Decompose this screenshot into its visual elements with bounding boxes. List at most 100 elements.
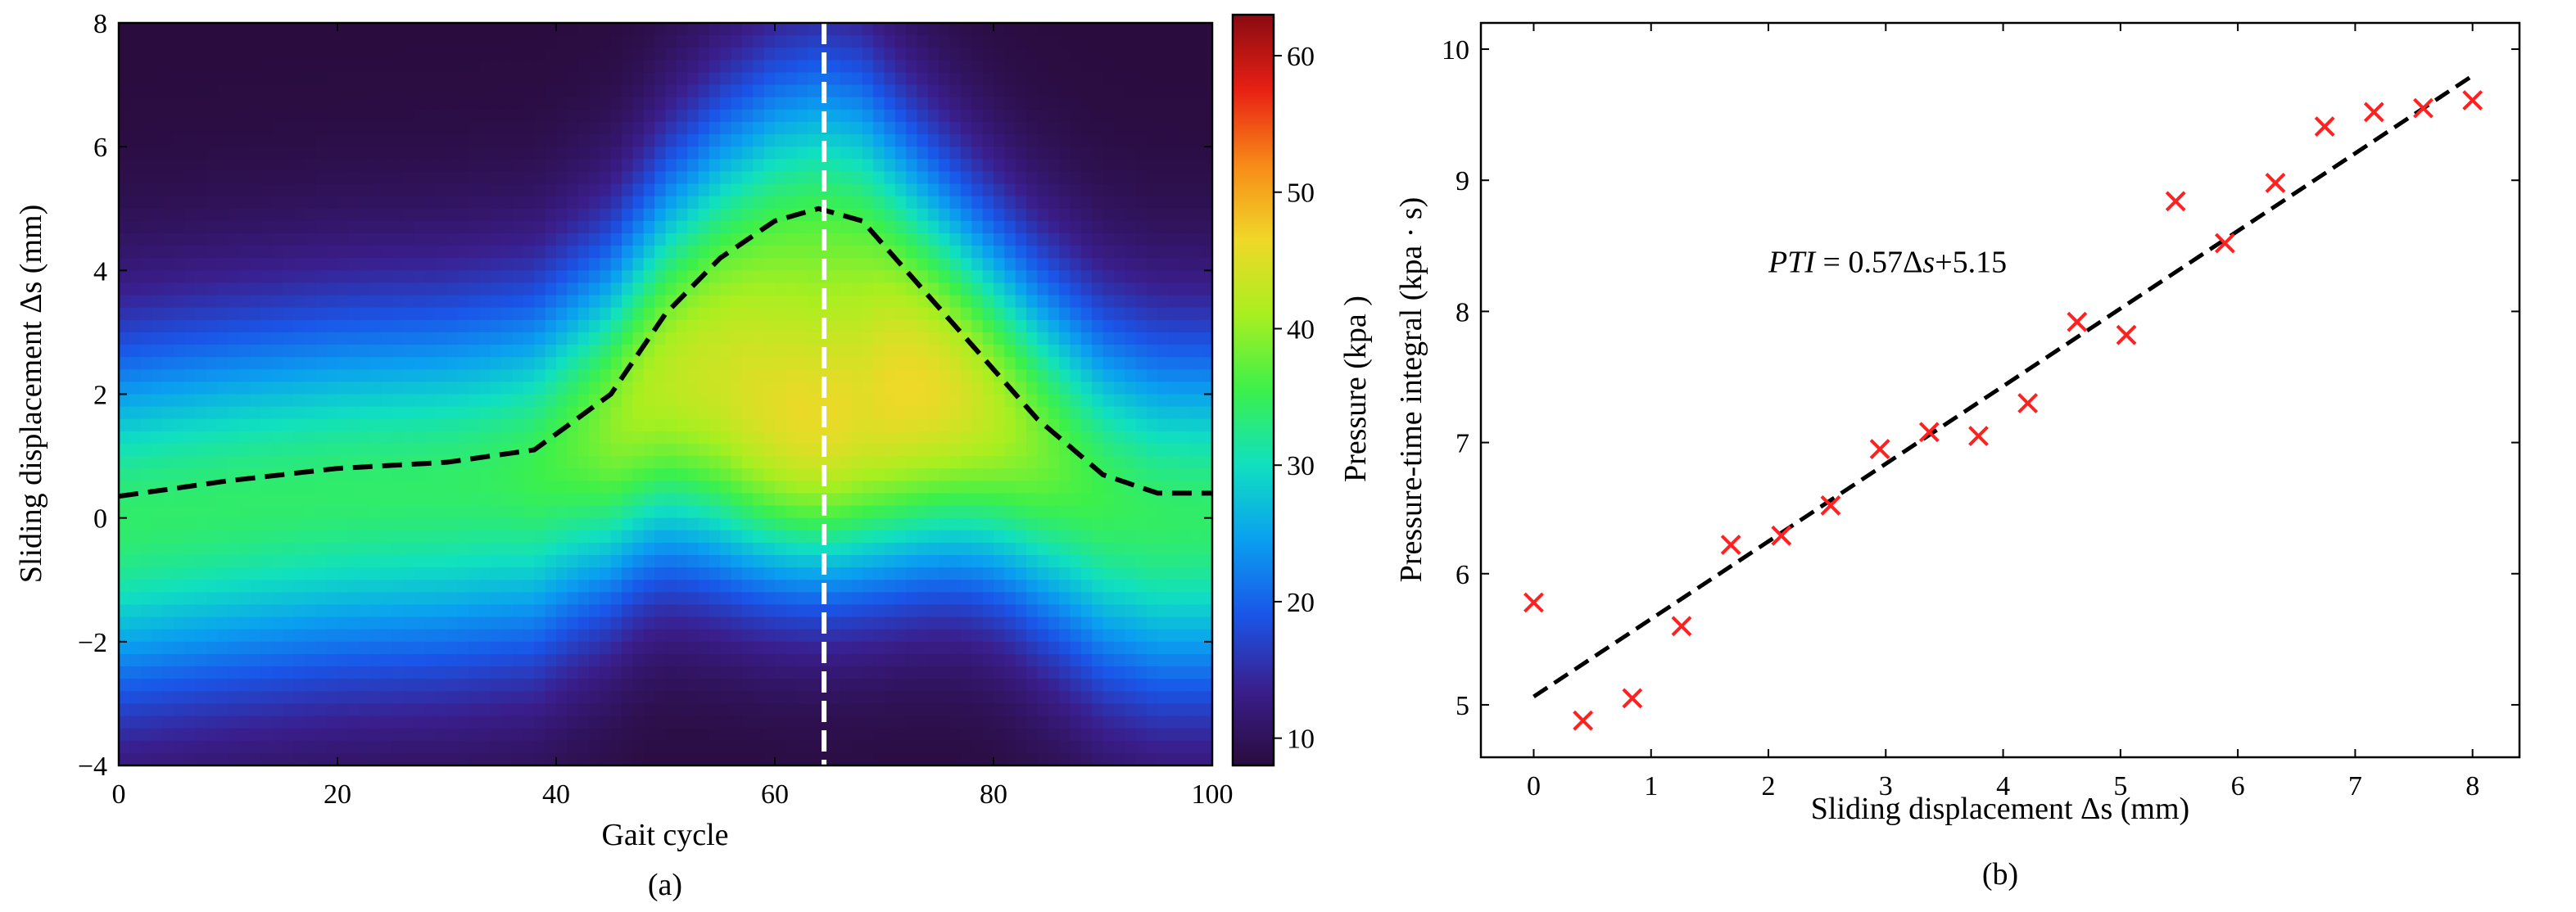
heatmap-cell xyxy=(1092,47,1104,61)
heatmap-cell xyxy=(567,616,579,630)
heatmap-cell xyxy=(424,406,437,420)
heatmap-cell xyxy=(884,159,896,173)
heatmap-cell xyxy=(1190,60,1202,74)
heatmap-cell xyxy=(370,580,383,594)
heatmap-cell xyxy=(501,270,514,284)
heatmap-cell xyxy=(949,555,962,568)
heatmap-cell xyxy=(337,369,350,383)
heatmap-cell xyxy=(851,357,863,371)
heatmap-cell xyxy=(939,517,951,531)
heatmap-cell xyxy=(359,23,371,36)
heatmap-cell xyxy=(994,121,1006,135)
heatmap-cell xyxy=(829,629,841,643)
heatmap-cell xyxy=(741,555,754,568)
heatmap-cell xyxy=(140,345,152,358)
heatmap-cell xyxy=(337,183,350,197)
heatmap-cell xyxy=(217,493,229,507)
heatmap-cell xyxy=(1113,35,1125,49)
heatmap-cell xyxy=(348,134,360,147)
heatmap-cell xyxy=(1190,418,1202,432)
heatmap-cell xyxy=(994,406,1006,420)
heatmap-cell xyxy=(676,542,688,556)
heatmap-cell xyxy=(600,60,612,74)
heatmap-cell xyxy=(785,60,798,74)
heatmap-cell xyxy=(283,505,295,519)
heatmap-cell xyxy=(851,629,863,643)
heatmap-cell xyxy=(567,72,579,86)
heatmap-cell xyxy=(173,60,185,74)
heatmap-cell xyxy=(370,542,383,556)
heatmap-cell xyxy=(304,394,317,408)
heatmap-cell xyxy=(260,208,273,222)
heatmap-cell xyxy=(348,567,360,581)
heatmap-cell xyxy=(414,616,426,630)
heatmap-cell xyxy=(238,418,251,432)
heatmap-cell xyxy=(1190,443,1202,457)
heatmap-cell xyxy=(1048,97,1060,111)
heatmap-cell xyxy=(927,542,940,556)
heatmap-cell xyxy=(457,47,469,61)
heatmap-cell xyxy=(906,208,918,222)
heatmap-cell xyxy=(184,47,197,61)
heatmap-cell xyxy=(348,345,360,358)
heatmap-cell xyxy=(414,530,426,544)
heatmap-cell xyxy=(315,592,328,606)
heatmap-cell xyxy=(873,319,885,333)
heatmap-cell xyxy=(982,431,994,445)
heatmap-cell xyxy=(829,332,841,345)
heatmap-cell xyxy=(152,147,164,160)
heatmap-cell xyxy=(927,183,940,197)
heatmap-cell xyxy=(1015,369,1027,383)
heatmap-cell xyxy=(698,23,710,36)
heatmap-cell xyxy=(840,418,853,432)
heatmap-cell xyxy=(512,233,524,246)
heatmap-cell xyxy=(1179,84,1192,98)
heatmap-cell xyxy=(250,431,262,445)
heatmap-cell xyxy=(490,604,503,618)
heatmap-cell xyxy=(1070,369,1082,383)
heatmap-cell xyxy=(753,159,765,173)
heatmap-cell xyxy=(1015,456,1027,469)
heatmap-cell xyxy=(457,580,469,594)
heatmap-cell xyxy=(1201,493,1212,507)
heatmap-cell xyxy=(1026,580,1039,594)
heatmap-cell xyxy=(370,196,383,210)
heatmap-cell xyxy=(152,493,164,507)
heatmap-cell xyxy=(884,97,896,111)
heatmap-cell xyxy=(1037,258,1049,272)
heatmap-cell xyxy=(808,382,820,395)
heatmap-cell xyxy=(884,505,896,519)
heatmap-cell xyxy=(479,382,491,395)
heatmap-cell xyxy=(1015,84,1027,98)
heatmap-cell xyxy=(960,220,973,234)
heatmap-cell xyxy=(479,443,491,457)
heatmap-cell xyxy=(315,394,328,408)
heatmap-cell xyxy=(424,616,437,630)
heatmap-cell xyxy=(283,406,295,420)
heatmap-cell xyxy=(829,97,841,111)
heatmap-cell xyxy=(457,629,469,643)
heatmap-cell xyxy=(600,295,612,309)
heatmap-cell xyxy=(162,97,174,111)
heatmap-cell xyxy=(960,517,973,531)
heatmap-cell xyxy=(917,121,929,135)
heatmap-cell xyxy=(720,567,732,581)
heatmap-cell xyxy=(600,23,612,36)
heatmap-cell xyxy=(1157,394,1170,408)
heatmap-cell xyxy=(610,159,622,173)
heatmap-cell xyxy=(622,121,634,135)
heatmap-cell xyxy=(523,246,536,260)
heatmap-cell xyxy=(632,418,645,432)
heatmap-cell xyxy=(1092,97,1104,111)
heatmap-cell xyxy=(610,406,622,420)
heatmap-cell xyxy=(654,567,667,581)
heatmap-cell xyxy=(1102,456,1115,469)
heatmap-cell xyxy=(315,319,328,333)
heatmap-cell xyxy=(129,406,142,420)
heatmap-cell xyxy=(556,171,568,185)
heatmap-cell xyxy=(1059,171,1071,185)
heatmap-cell xyxy=(512,109,524,123)
heatmap-cell xyxy=(1092,394,1104,408)
heatmap-cell xyxy=(632,592,645,606)
heatmap-cell xyxy=(971,47,984,61)
